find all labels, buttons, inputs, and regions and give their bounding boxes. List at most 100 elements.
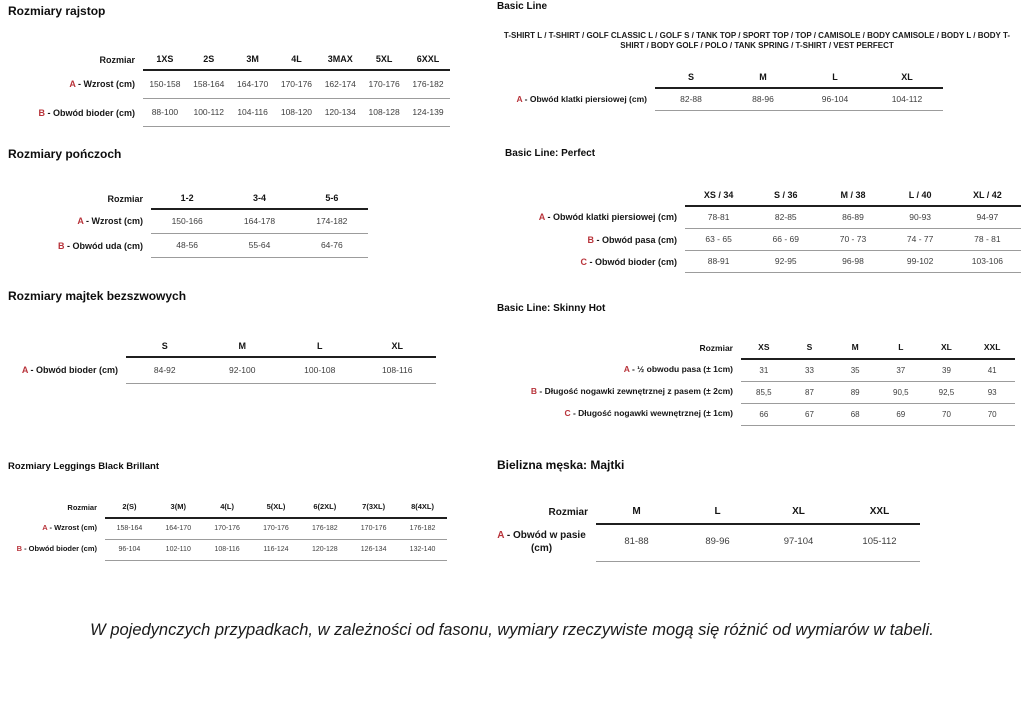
table-cell: 67 bbox=[786, 403, 833, 426]
header-row: S M L XL bbox=[490, 72, 943, 90]
table-cell: 174-182 bbox=[295, 209, 368, 235]
row-label: C - Obwód bioder (cm) bbox=[580, 256, 678, 267]
table-cell: 33 bbox=[786, 358, 833, 382]
table-cell: 94-97 bbox=[953, 206, 1021, 230]
column-header: XS bbox=[741, 342, 787, 360]
table-cell: 70 bbox=[923, 403, 970, 426]
size-table: S M L XL A - Obwód klatki piersiowej (cm) 82-… bbox=[490, 72, 943, 112]
corner-label: Rozmiar bbox=[548, 507, 588, 518]
header-row: S M L XL bbox=[8, 341, 436, 359]
section-basic-line-perfect: Basic Line: Perfect XS / 34 S / 36 M / 38 L… bbox=[505, 148, 1021, 274]
row-label: A - Obwód klatki piersiowej (cm) bbox=[516, 93, 647, 104]
size-table: Rozmiar 1XS 2S 3M 4L 3MAX 5XL 6XXL A - Wzrost (c… bbox=[8, 54, 450, 128]
size-table-ponczoch: Rozmiar 1-2 3-4 5-6 A - Wzrost (cm) 150-166 16… bbox=[8, 193, 368, 259]
column-header: M bbox=[596, 506, 677, 525]
table-cell: 82-85 bbox=[752, 206, 820, 230]
table-cell: 93 bbox=[969, 381, 1015, 404]
table-row: B - Obwód uda (cm) 48-56 55-64 64-76 bbox=[8, 233, 368, 259]
corner-label: Rozmiar bbox=[99, 55, 135, 65]
table-cell: 108-116 bbox=[358, 357, 436, 385]
table-cell: 150-166 bbox=[151, 209, 224, 235]
section-rozmiary-leggings-black-brillant: Rozmiary Leggings Black Brillant Rozmiar… bbox=[8, 461, 447, 561]
row-label: A - Wzrost (cm) bbox=[77, 216, 143, 227]
table-cell: 164-170 bbox=[153, 517, 203, 540]
row-letter: C bbox=[580, 256, 588, 267]
row-letter: A bbox=[21, 365, 28, 376]
table-cell: 78 - 81 bbox=[953, 228, 1021, 252]
table-cell: 124-139 bbox=[406, 98, 450, 128]
table-cell: 70 bbox=[969, 403, 1015, 426]
table-cell: 66 bbox=[741, 403, 787, 426]
section-title-majtek: Rozmiary majtek bezszwowych bbox=[8, 289, 187, 303]
section-title-skinny-hot: Basic Line: Skinny Hot bbox=[497, 303, 606, 314]
row-label: C - Długość nogawki wewnętrznej (± 1cm) bbox=[564, 408, 733, 419]
column-header: 2S bbox=[186, 54, 231, 72]
table-row: B - Obwód bioder (cm) 96-104 102-110 108-11… bbox=[8, 539, 447, 561]
row-letter: A bbox=[516, 93, 523, 104]
table-row: A - Obwód w pasie (cm) 81-88 89-96 97-104 10… bbox=[497, 523, 920, 562]
column-header: 3-4 bbox=[223, 193, 296, 211]
column-header: 3MAX bbox=[318, 54, 363, 72]
table-cell: 85,5 bbox=[741, 381, 787, 404]
section-title-ponczoch: Rozmiary pończoch bbox=[8, 147, 122, 161]
column-header: 8(4XL) bbox=[398, 502, 447, 519]
row-label: B - Obwód bioder (cm) bbox=[16, 544, 97, 554]
table-cell: 92-100 bbox=[203, 357, 281, 385]
table-cell: 96-104 bbox=[799, 88, 871, 112]
table-cell: 92,5 bbox=[923, 381, 970, 404]
table-cell: 35 bbox=[832, 358, 878, 382]
table-row: A - Wzrost (cm) 158-164 164-170 170-176 170-… bbox=[8, 517, 447, 540]
table-cell: 74 - 77 bbox=[886, 228, 954, 252]
size-table: Rozmiar 2(S) 3(M) 4(L) 5(XL) 6(2XL) 7(3XL) 8(4X… bbox=[8, 502, 447, 561]
size-table: Rozmiar M L XL XXL A - Obwód w pasie (cm) 81-8… bbox=[497, 506, 920, 562]
table-cell: 78-81 bbox=[685, 206, 753, 230]
corner-label: Rozmiar bbox=[699, 343, 733, 353]
table-cell: 158-164 bbox=[186, 70, 231, 100]
size-table-majtek: S M L XL A - Obwód bioder (cm) 84-92 92-100 100… bbox=[8, 341, 436, 385]
size-table-perfect: XS / 34 S / 36 M / 38 L / 40 XL / 42 A - Obwó… bbox=[505, 190, 1021, 274]
column-header: L bbox=[799, 72, 871, 90]
corner-label bbox=[490, 72, 655, 88]
column-header: XXL bbox=[969, 342, 1015, 360]
column-header: 4L bbox=[274, 54, 319, 72]
table-row: A - Obwód bioder (cm) 84-92 92-100 100-108 1… bbox=[8, 357, 436, 385]
table-cell: 48-56 bbox=[151, 233, 224, 259]
size-table-skinny-hot: Rozmiar XS S M L XL XXL A - ½ obwodu pasa (± 1c… bbox=[492, 342, 1015, 426]
table-cell: 170-176 bbox=[349, 517, 399, 540]
column-header: L / 40 bbox=[886, 190, 954, 208]
header-row: XS / 34 S / 36 M / 38 L / 40 XL / 42 bbox=[505, 190, 1021, 208]
row-letter: A bbox=[623, 364, 630, 375]
table-cell: 69 bbox=[877, 403, 924, 426]
row-label: B - Obwód bioder (cm) bbox=[38, 107, 136, 118]
table-cell: 87 bbox=[786, 381, 833, 404]
size-table-basic-line: S M L XL A - Obwód klatki piersiowej (cm) 82-… bbox=[490, 72, 1024, 112]
column-header: M bbox=[727, 72, 799, 90]
section-rozmiary-ponczoch: Rozmiary pończoch Rozmiar 1-2 3-4 5-6 A - Wz… bbox=[8, 147, 368, 259]
table-cell: 105-112 bbox=[839, 523, 920, 562]
column-header: 3(M) bbox=[153, 502, 203, 519]
table-cell: 81-88 bbox=[596, 523, 677, 562]
column-header: 1-2 bbox=[151, 193, 224, 211]
table-row: A - Obwód klatki piersiowej (cm) 82-88 88-… bbox=[490, 88, 943, 112]
column-header: 7(3XL) bbox=[349, 502, 399, 519]
table-cell: 55-64 bbox=[223, 233, 296, 259]
table-cell: 97-104 bbox=[758, 523, 839, 562]
row-label: A - Obwód bioder (cm) bbox=[21, 365, 118, 376]
column-header: XL bbox=[871, 72, 943, 90]
table-cell: 162-174 bbox=[318, 70, 363, 100]
table-cell: 100-108 bbox=[281, 357, 359, 385]
corner-label: Rozmiar bbox=[67, 503, 97, 512]
size-table: S M L XL A - Obwód bioder (cm) 84-92 92-100 100… bbox=[8, 341, 436, 385]
table-row: B - Obwód bioder (cm) 88-100 100-112 104-11… bbox=[8, 98, 450, 128]
section-basic-line: Basic Line T-SHIRT L / T-SHIRT / GOLF CL… bbox=[490, 1, 1024, 112]
size-table-leggings: Rozmiar 2(S) 3(M) 4(L) 5(XL) 6(2XL) 7(3XL) 8(4X… bbox=[8, 502, 447, 561]
row-letter: A bbox=[538, 212, 545, 223]
table-cell: 88-96 bbox=[727, 88, 799, 112]
column-header: 5(XL) bbox=[251, 502, 301, 519]
table-row: A - ½ obwodu pasa (± 1cm) 31 33 35 37 39 41 bbox=[492, 358, 1015, 382]
row-label: A - Wzrost (cm) bbox=[69, 79, 135, 90]
table-row: A - Obwód klatki piersiowej (cm) 78-81 82-… bbox=[505, 206, 1021, 230]
column-header: S bbox=[126, 341, 204, 359]
table-cell: 68 bbox=[832, 403, 878, 426]
table-cell: 104-116 bbox=[230, 98, 275, 128]
